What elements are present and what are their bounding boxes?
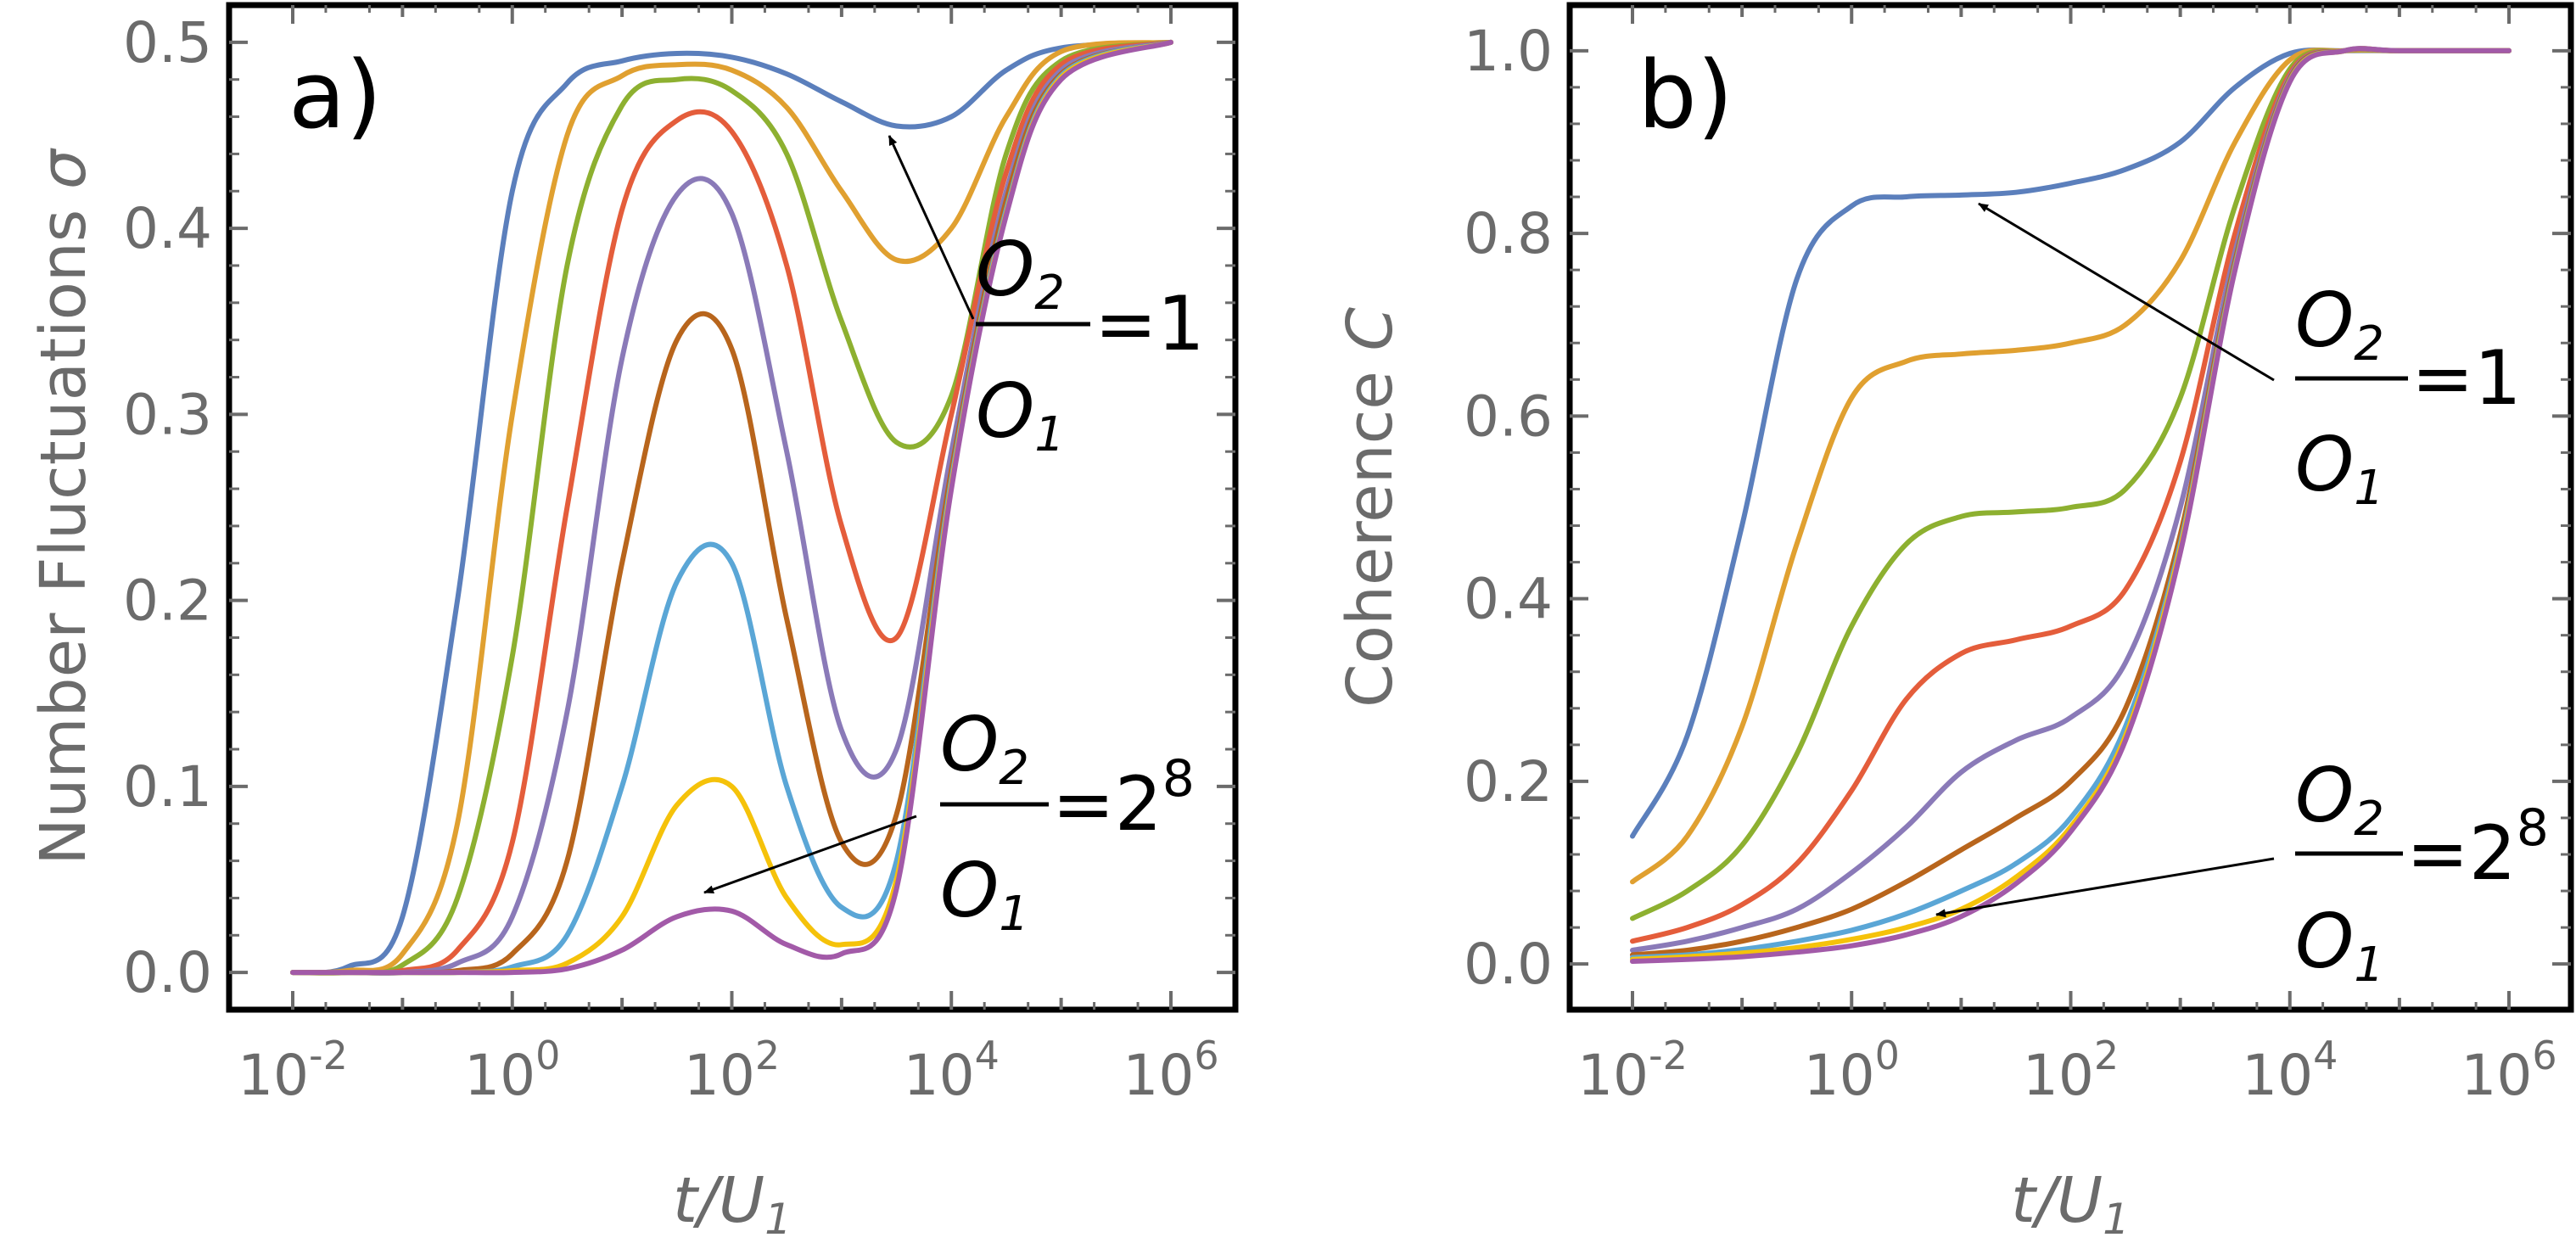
panel-b-annotation-ratio-1: O2 O1 =1 — [1978, 202, 2522, 516]
panel-a-series-line-4 — [290, 39, 1173, 976]
panel-b-y-tick-label: 0.4 — [1464, 567, 1553, 632]
panel-a-ticks — [229, 5, 1235, 1010]
panel-a-ratio-1-value: =1 — [1095, 280, 1205, 367]
panel-b-x-tick-label: 106 — [2461, 1033, 2556, 1108]
panel-b-x-tick-label: 102 — [2023, 1033, 2119, 1108]
panel-b-ratio-1-denominator: O1 — [2295, 421, 2384, 516]
panel-a-annotation-ratio-1: O2 O1 =1 — [888, 135, 1205, 462]
panel-b-ticks — [1570, 5, 2571, 1010]
panel-a-ratio-2-8-denominator: O1 — [940, 847, 1029, 942]
panel-b-y-tick-label: 0.2 — [1464, 749, 1553, 815]
panel-b-x-tick-label: 10-2 — [1577, 1033, 1688, 1108]
panel-a-series-line-1 — [290, 39, 1173, 976]
panel-a-ratio-2-8-value: =28 — [1052, 749, 1195, 848]
panel-a-x-tick-label: 100 — [464, 1033, 560, 1108]
panel-a-y-tick-label: 0.5 — [123, 10, 212, 76]
panel-a-label: a) — [288, 41, 382, 149]
panel-b-series — [1630, 46, 2512, 964]
panel-a-x-tick-labels: 10-2 100 102 104 106 — [238, 1033, 1219, 1108]
panel-a-frame — [226, 2, 1239, 1013]
panel-a-ratio-1-denominator: O1 — [976, 367, 1065, 462]
panel-a-annotation-ratio-2-8: O2 O1 =28 — [703, 701, 1195, 942]
panel-b-y-axis-title: Coherence C — [1334, 307, 1407, 708]
panel-a-ratio-2-8-numerator: O2 — [940, 701, 1029, 796]
panel-a-y-tick-labels: 0.0 0.1 0.2 0.3 0.4 0.5 — [123, 10, 212, 1005]
panel-b: 0.0 0.2 0.4 0.6 0.8 1.0 10-2 100 102 104 106 b) C… — [1334, 2, 2574, 1243]
panel-a-ratio-1-numerator: O2 — [976, 226, 1065, 321]
panel-b-ratio-2-8-value: =28 — [2406, 798, 2549, 897]
panel-a-y-tick-label: 0.4 — [123, 196, 212, 261]
panel-a-y-tick-label: 0.3 — [123, 382, 212, 447]
panel-b-ratio-1-value: =1 — [2411, 334, 2522, 422]
panel-b-x-axis-title: t/U1 — [2011, 1164, 2130, 1243]
panel-a-x-tick-label: 106 — [1123, 1033, 1218, 1108]
panel-a-arrow-ratio-1 — [888, 135, 975, 320]
panel-a-x-tick-label: 104 — [904, 1033, 1000, 1108]
panel-b-y-tick-label: 0.8 — [1464, 201, 1553, 266]
panel-b-y-tick-label: 0.6 — [1464, 384, 1553, 449]
panel-b-ratio-2-8-numerator: O2 — [2295, 752, 2384, 847]
panel-b-annotation-ratio-2-8: O2 O1 =28 — [1935, 752, 2549, 993]
panel-b-ratio-1-numerator: O2 — [2295, 277, 2384, 372]
panel-a-series — [290, 39, 1173, 976]
panel-b-series-line-9 — [1630, 46, 2512, 964]
panel-a-x-axis-title: t/U1 — [673, 1164, 792, 1243]
panel-a-y-axis-title: Number Fluctuations σ — [27, 148, 100, 865]
panel-b-x-tick-labels: 10-2 100 102 104 106 — [1577, 1033, 2557, 1108]
panel-b-x-tick-label: 100 — [1804, 1033, 1900, 1108]
panel-b-ratio-2-8-denominator: O1 — [2295, 898, 2384, 993]
panel-b-y-tick-label: 0.0 — [1464, 932, 1553, 997]
panel-a-y-tick-label: 0.0 — [123, 940, 212, 1005]
panel-a-x-tick-label: 102 — [684, 1033, 780, 1108]
panel-a-x-tick-label: 10-2 — [238, 1033, 348, 1108]
panel-a-y-tick-label: 0.1 — [123, 754, 212, 820]
panel-b-y-tick-labels: 0.0 0.2 0.4 0.6 0.8 1.0 — [1464, 19, 1553, 997]
panel-b-x-tick-label: 104 — [2242, 1033, 2338, 1108]
panel-b-arrow-ratio-2-8 — [1935, 857, 2275, 918]
panel-b-y-tick-label: 1.0 — [1464, 19, 1553, 84]
panel-b-arrow-ratio-1 — [1978, 202, 2275, 382]
panel-a-y-tick-label: 0.2 — [123, 568, 212, 634]
panel-a-series-line-2 — [290, 39, 1173, 976]
panel-a: 0.0 0.1 0.2 0.3 0.4 0.5 10-2 100 102 104 106 a) N… — [27, 2, 1239, 1243]
panel-a-arrow-ratio-2-8 — [703, 815, 917, 894]
panel-b-label: b) — [1638, 41, 1733, 149]
panel-a-series-line-9 — [290, 39, 1173, 976]
